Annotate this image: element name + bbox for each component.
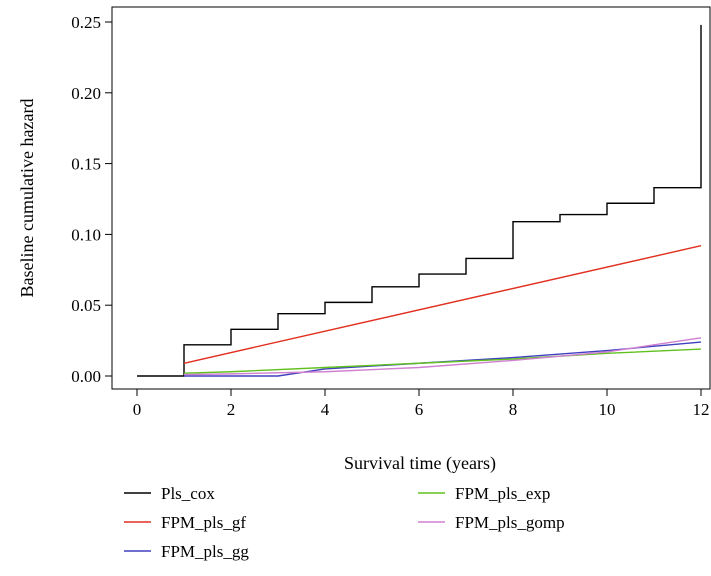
y-tick-label: 0.00 [71, 367, 101, 386]
series-line-pls-cox [137, 24, 702, 377]
series-line-fpm-pls-gf [183, 245, 702, 364]
legend-item: FPM_pls_gomp [418, 513, 565, 532]
plot-border [111, 6, 711, 390]
legend-item: FPM_pls_gf [124, 513, 246, 532]
legend-label: FPM_pls_gg [161, 542, 249, 561]
x-tick-label: 10 [599, 400, 616, 419]
series-line-fpm-pls-gomp [183, 337, 702, 376]
y-axis: 0.00 0.05 0.10 0.15 0.20 0.25 [71, 13, 112, 386]
x-tick-label: 2 [227, 400, 236, 419]
y-tick-label: 0.05 [71, 296, 101, 315]
y-axis-title: Baseline cumulative hazard [17, 99, 37, 298]
legend-label: FPM_pls_exp [455, 484, 550, 503]
x-tick-label: 8 [509, 400, 518, 419]
plot-frame [111, 6, 711, 390]
x-tick-label: 6 [415, 400, 424, 419]
x-axis: 0 2 4 6 8 10 12 [133, 389, 710, 419]
x-tick-label: 4 [321, 400, 330, 419]
y-tick-label: 0.15 [71, 155, 101, 174]
legend-item: Pls_cox [124, 484, 215, 503]
legend-item: FPM_pls_exp [418, 484, 550, 503]
y-tick-label: 0.25 [71, 13, 101, 32]
legend-label: FPM_pls_gomp [455, 513, 565, 532]
legend: Pls_cox FPM_pls_gf FPM_pls_gg FPM_pls_exp FP… [124, 484, 565, 561]
legend-item: FPM_pls_gg [124, 542, 249, 561]
x-tick-label: 12 [693, 400, 710, 419]
series-layer [137, 24, 702, 377]
legend-label: Pls_cox [161, 484, 215, 503]
y-tick-label: 0.20 [71, 84, 101, 103]
x-tick-label: 0 [133, 400, 142, 419]
x-axis-title: Survival time (years) [344, 453, 496, 474]
legend-label: FPM_pls_gf [161, 513, 246, 532]
y-tick-label: 0.10 [71, 225, 101, 244]
series-line-fpm-pls-exp [183, 348, 702, 374]
